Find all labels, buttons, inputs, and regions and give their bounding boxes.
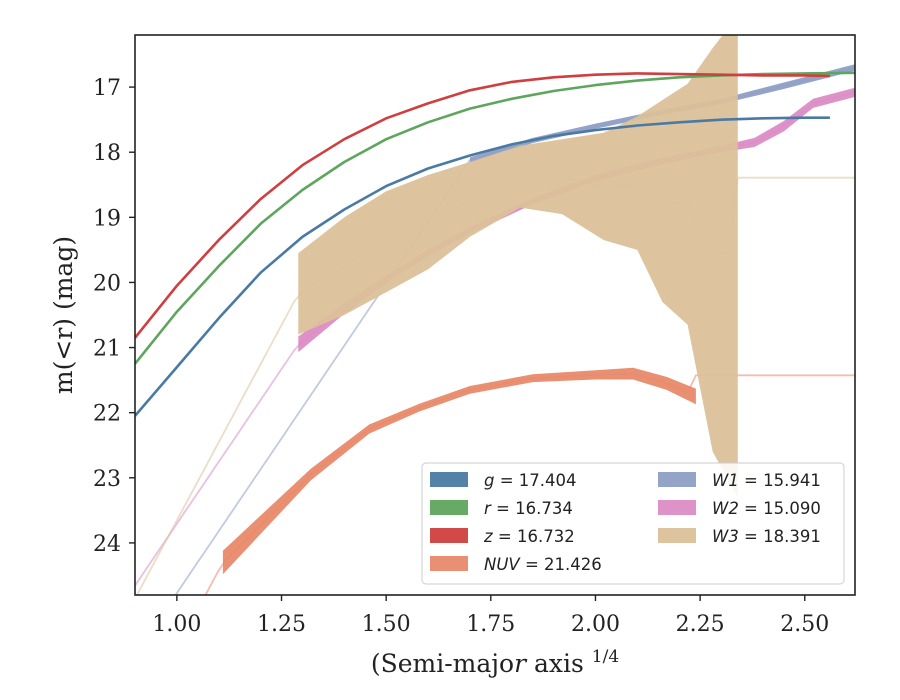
x-tick-label: 1.25 bbox=[257, 612, 306, 637]
legend-label-w2: W2 = 15.090 bbox=[712, 499, 821, 518]
legend-swatch-r bbox=[430, 500, 468, 515]
data-bands bbox=[222, 35, 855, 575]
x-tick-label: 2.00 bbox=[571, 612, 620, 637]
legend-label-r: r = 16.734 bbox=[484, 499, 573, 518]
y-tick-label: 21 bbox=[93, 337, 121, 362]
y-axis-label: m(<r) (mag) bbox=[49, 236, 78, 394]
y-tick-label: 20 bbox=[93, 271, 121, 296]
y-tick-label: 17 bbox=[93, 76, 121, 101]
data-lines bbox=[135, 71, 855, 417]
legend: g = 17.404 r = 16.734 z = 16.732 NUV = 21.4… bbox=[421, 462, 845, 585]
legend-swatch-nuv bbox=[430, 556, 468, 571]
legend-swatch-w2 bbox=[658, 500, 696, 515]
x-tick-label: 1.75 bbox=[466, 612, 515, 637]
y-tick-label: 18 bbox=[93, 141, 121, 166]
series-w3-band bbox=[298, 35, 738, 498]
x-axis-label: (Semi-major axis 1/4 bbox=[371, 647, 619, 678]
legend-label-g: g = 17.404 bbox=[484, 471, 577, 490]
x-tick-label: 2.50 bbox=[780, 612, 829, 637]
series-nuv-band bbox=[222, 367, 696, 575]
legend-label-z: z = 16.732 bbox=[483, 527, 575, 546]
legend-swatch-z bbox=[430, 528, 468, 543]
legend-swatch-w1 bbox=[658, 472, 696, 487]
legend-box bbox=[421, 462, 845, 585]
series-w2-band bbox=[298, 87, 855, 353]
x-tick-label: 1.50 bbox=[362, 612, 411, 637]
x-tick-label: 2.25 bbox=[676, 612, 725, 637]
y-tick-label: 19 bbox=[93, 206, 121, 231]
y-tick-label: 23 bbox=[93, 467, 121, 492]
plot-frame bbox=[134, 34, 856, 596]
legend-swatch-w3 bbox=[658, 528, 696, 543]
y-tick-label: 24 bbox=[93, 532, 121, 557]
x-tick-label: 1.00 bbox=[152, 612, 201, 637]
legend-swatch-g bbox=[430, 472, 468, 487]
legend-label-w3: W3 = 18.391 bbox=[712, 527, 821, 546]
y-tick-label: 22 bbox=[93, 402, 121, 427]
legend-label-w1: W1 = 15.941 bbox=[712, 471, 821, 490]
series-z-line bbox=[135, 72, 830, 339]
axis-ticks: 1.00 1.25 1.50 1.75 2.00 2.25 2.50 17 18 19 20 21 22… bbox=[93, 76, 829, 637]
legend-label-nuv: NUV = 21.426 bbox=[484, 555, 602, 574]
series-g-line bbox=[135, 116, 830, 417]
